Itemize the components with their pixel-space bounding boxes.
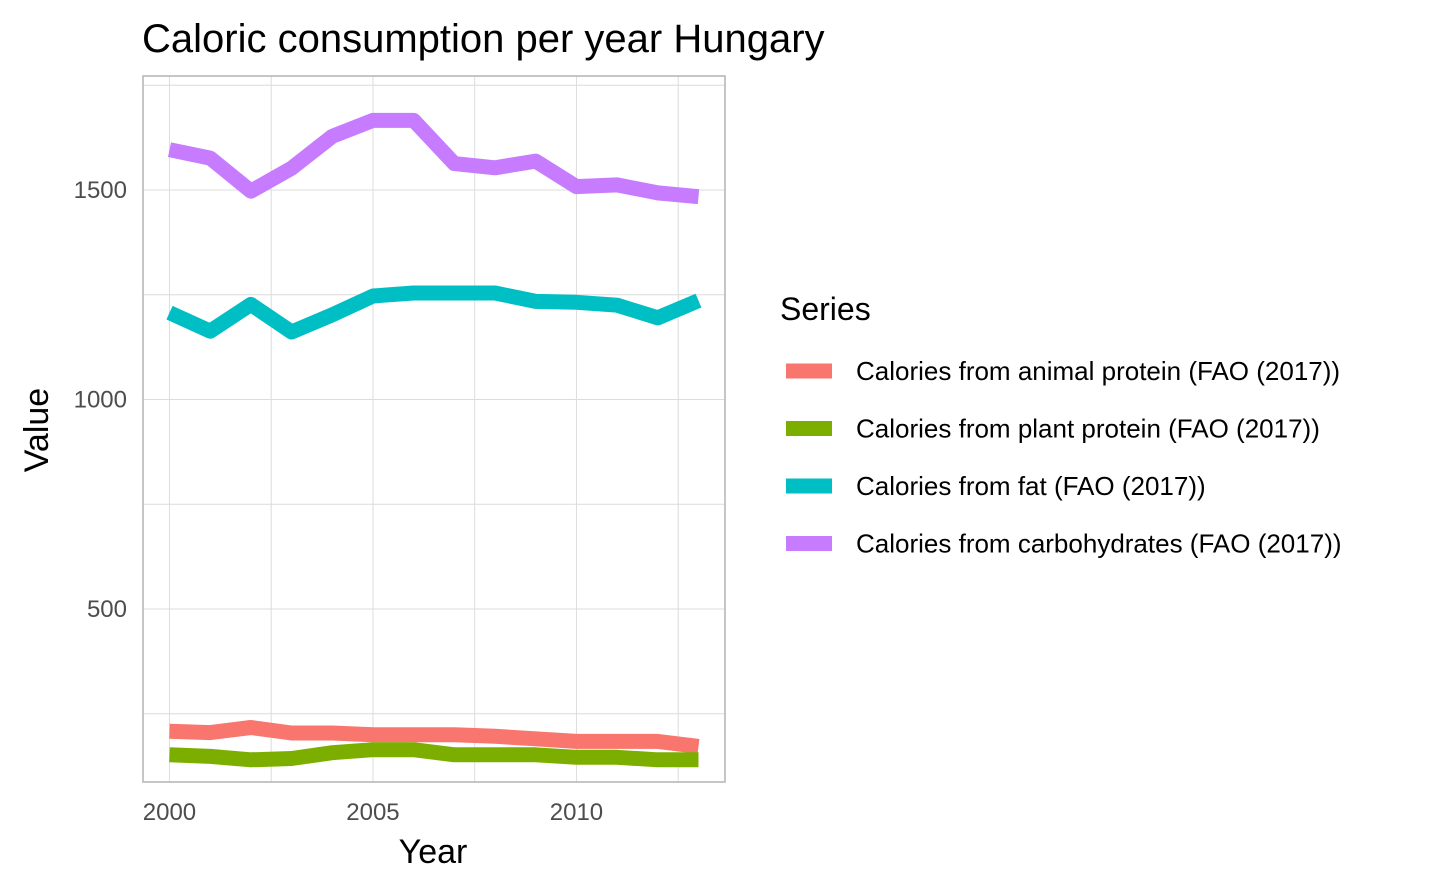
x-tick-label-2000: 2000	[143, 799, 196, 826]
chart-title: Caloric consumption per year Hungary	[142, 17, 825, 61]
y-axis-ticks: 500 1000 1500	[74, 177, 127, 623]
series-line-4	[167, 112, 700, 205]
legend-item-2: Calories from plant protein (FAO (2017))	[786, 414, 1320, 444]
x-tick-label-2010: 2010	[550, 799, 603, 826]
y-tick-label-1000: 1000	[74, 386, 127, 413]
y-tick-label-500: 500	[87, 596, 127, 623]
legend: Series Calories from animal protein (FAO…	[780, 291, 1342, 559]
series-line-2	[169, 742, 699, 768]
legend-label-3: Calories from fat (FAO (2017))	[856, 471, 1206, 501]
plot-panel	[142, 75, 726, 783]
series-line-1	[169, 720, 700, 754]
legend-item-3: Calories from fat (FAO (2017))	[786, 471, 1206, 501]
x-tick-label-2005: 2005	[346, 799, 399, 826]
legend-items: Calories from animal protein (FAO (2017)…	[786, 356, 1342, 559]
series-line-3	[166, 285, 702, 340]
legend-item-4: Calories from carbohydrates (FAO (2017))	[786, 529, 1342, 559]
y-axis-title: Value	[18, 388, 56, 472]
x-axis-ticks: 2000 2005 2010	[143, 799, 603, 826]
legend-label-2: Calories from plant protein (FAO (2017))	[856, 414, 1320, 444]
legend-label-4: Calories from carbohydrates (FAO (2017))	[856, 529, 1342, 559]
legend-title: Series	[780, 291, 871, 327]
legend-item-1: Calories from animal protein (FAO (2017)…	[786, 356, 1340, 386]
x-axis-title: Year	[399, 833, 468, 871]
legend-label-1: Calories from animal protein (FAO (2017)…	[856, 356, 1340, 386]
series-lines	[166, 112, 702, 768]
y-tick-label-1500: 1500	[74, 177, 127, 204]
